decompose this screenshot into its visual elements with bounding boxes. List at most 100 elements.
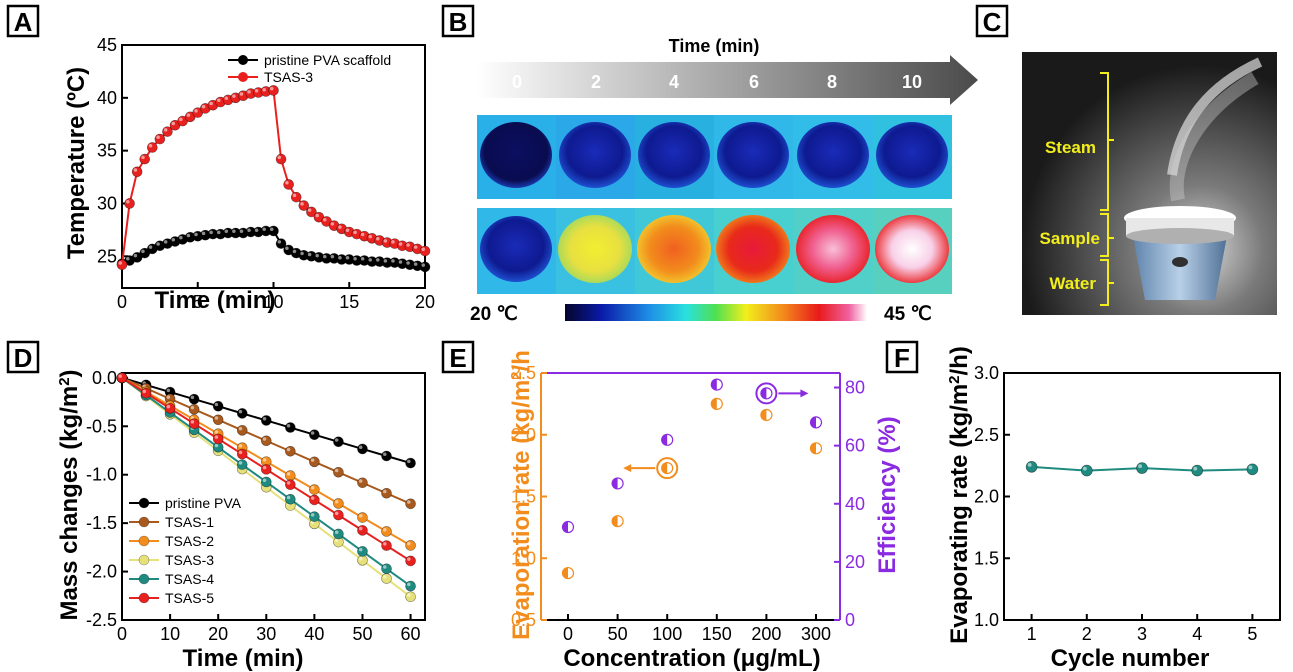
chart-d-series-1-point bbox=[357, 477, 368, 489]
chart-d-series-5-point-highlight bbox=[238, 450, 243, 455]
chart-d-series-0-point-highlight bbox=[310, 431, 315, 435]
chart-d-series-2-point-highlight bbox=[407, 541, 411, 546]
chart-f-x-label: Cycle number bbox=[1051, 645, 1210, 672]
chart-d-series-5-point-highlight bbox=[407, 557, 411, 561]
chart-a-y-tick-3: 40 bbox=[97, 88, 117, 108]
chart-a-series-0-point-highlight bbox=[179, 235, 183, 240]
chart-d-series-0-point bbox=[285, 422, 296, 433]
svg-text:E: E bbox=[449, 343, 466, 373]
chart-a-x-tick-4: 20 bbox=[415, 292, 435, 312]
chart-a-series-0-point-highlight bbox=[345, 255, 350, 260]
chart-f-y-tick-4: 3.0 bbox=[974, 363, 999, 383]
chart-d-series-5-point-highlight bbox=[190, 420, 195, 424]
chart-d-series-0-point-highlight bbox=[190, 395, 195, 400]
chart-a-series-1-point-highlight bbox=[330, 222, 335, 226]
panel-label-b: B bbox=[441, 4, 475, 38]
chart-d-series-0-point-highlight bbox=[358, 445, 363, 449]
chart-d-series-0-point bbox=[236, 408, 248, 419]
chart-d-series-0-point-highlight bbox=[166, 388, 171, 393]
chart-d-series-4-point bbox=[260, 476, 272, 488]
chart-d-legend-label-4: TSAS-4 bbox=[165, 571, 214, 587]
chart-d-series-0-point bbox=[188, 393, 200, 405]
chart-a-series-0-point-highlight bbox=[239, 229, 244, 234]
chart-d-series-4-point-highlight bbox=[262, 478, 267, 482]
thermal-row-tsas bbox=[477, 208, 952, 294]
sample-label: Sample bbox=[1040, 229, 1100, 248]
chart-a-series-0-point-highlight bbox=[391, 259, 395, 263]
chart-d-series-5-point-highlight bbox=[383, 542, 387, 546]
chart-a-series-1-point-highlight bbox=[285, 180, 289, 185]
chart-d-series-5-point-highlight bbox=[286, 481, 291, 485]
chart-d-series-2-point bbox=[405, 540, 416, 551]
chart-a-y-tick-0: 25 bbox=[97, 246, 117, 266]
time-label-6: 6 bbox=[749, 72, 759, 92]
chart-a-series-0-point-highlight bbox=[186, 233, 191, 238]
chart-d-series-1-point-highlight bbox=[214, 416, 219, 420]
chart-d-x-tick-0: 0 bbox=[117, 624, 127, 644]
chart-d-series-1-point-highlight bbox=[310, 458, 315, 462]
chart-a-series-0-point-highlight bbox=[292, 249, 297, 254]
chart-d-series-5-point bbox=[212, 433, 224, 445]
chart-a-x-tick-3: 15 bbox=[339, 292, 359, 312]
scale-max-label: 45 ℃ bbox=[884, 304, 932, 325]
chart-d-series-2-point-highlight bbox=[262, 458, 267, 462]
chart-e-y-tick-3: 2.0 bbox=[511, 425, 536, 445]
chart-d-series-0-point-highlight bbox=[238, 409, 243, 414]
chart-a-series-0-point-highlight bbox=[194, 232, 198, 237]
chart-a-series-1-point-highlight bbox=[383, 239, 388, 243]
chart-a-series-0-point-highlight bbox=[247, 228, 251, 233]
chart-d-series-2-point bbox=[309, 484, 320, 495]
chart-a-series-1-point-highlight bbox=[413, 245, 418, 249]
chart-a-y-tick-1: 30 bbox=[97, 193, 117, 213]
chart-d-series-4-point bbox=[309, 511, 320, 522]
chart-d-series-1-point bbox=[405, 498, 416, 510]
chart-a-series-1-point-highlight bbox=[353, 230, 357, 235]
chart-e-y2-tick-1: 20 bbox=[845, 552, 865, 572]
panel-label-a: A bbox=[6, 4, 40, 38]
chart-d-series-0-point bbox=[405, 457, 416, 469]
chart-a-legend-marker-0 bbox=[238, 55, 248, 65]
chart-d-legend-label-1: TSAS-1 bbox=[165, 514, 214, 530]
chart-d-x-tick-1: 10 bbox=[160, 624, 180, 644]
chart-a-series-1-point-highlight bbox=[156, 135, 160, 140]
chart-d-series-5-point bbox=[309, 494, 320, 506]
thermal-panel: Time (min) 0 2 4 6 8 10 20 ℃ 45 ℃ bbox=[470, 36, 978, 325]
chart-d-series-3-point-highlight bbox=[383, 575, 387, 579]
time-label-8: 8 bbox=[827, 72, 837, 92]
chart-a-series-0-point-highlight bbox=[383, 259, 388, 263]
chart-a-series-1-point bbox=[139, 153, 151, 165]
panel-label-f: F bbox=[885, 340, 919, 374]
chart-a-legend-label-0: pristine PVA scaffold bbox=[264, 52, 391, 68]
chart-a-series-1-point-highlight bbox=[171, 121, 176, 126]
chart-a-series-0-point-highlight bbox=[209, 230, 213, 235]
chart-d-series-1-point bbox=[236, 425, 248, 436]
chart-a-series-1-point bbox=[275, 153, 287, 165]
chart-d-series-5-point-highlight bbox=[142, 389, 147, 394]
chart-a-series-0-point-highlight bbox=[216, 230, 221, 235]
chart-d-legend-marker-1 bbox=[138, 516, 150, 528]
chart-d-series-5-point bbox=[381, 540, 392, 551]
chart-a-legend-label-1: TSAS-3 bbox=[264, 69, 313, 85]
chart-a-x-label: Time (min) bbox=[155, 287, 276, 314]
chart-e-y-tick-2: 1.5 bbox=[511, 487, 536, 507]
chart-d-series-2-point-highlight bbox=[238, 444, 243, 448]
chart-a-series-0-point-highlight bbox=[360, 257, 365, 261]
panel-label-e: E bbox=[441, 340, 475, 374]
chart-d-series-2-point-highlight bbox=[383, 527, 387, 532]
chart-e-rate-arrow-head bbox=[623, 464, 632, 473]
chart-d-series-2-point-highlight bbox=[214, 430, 219, 434]
chart-d-series-3-point-highlight bbox=[407, 593, 411, 597]
chart-a-series-1-point-highlight bbox=[216, 98, 221, 103]
chart-a-series-1-point-highlight bbox=[118, 261, 122, 265]
chart-a-series-1-point-highlight bbox=[126, 199, 130, 204]
chart-f-x-tick-3: 4 bbox=[1192, 624, 1202, 644]
chart-d-series-4-point-highlight bbox=[238, 461, 243, 465]
chart-f-series-point-highlight bbox=[1248, 465, 1253, 470]
chart-a-series-0-point bbox=[268, 225, 279, 237]
chart-d-series-0-point bbox=[260, 415, 272, 426]
chart-e-y2-label: Efficiency (%) bbox=[874, 416, 901, 573]
chart-f-series-point bbox=[1191, 464, 1203, 477]
chart-d-series-1-point-highlight bbox=[407, 500, 411, 504]
scale-min-label: 20 ℃ bbox=[470, 304, 518, 325]
chart-a-series-1-point bbox=[290, 191, 302, 203]
